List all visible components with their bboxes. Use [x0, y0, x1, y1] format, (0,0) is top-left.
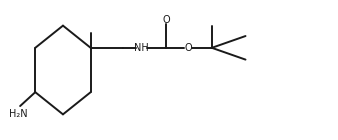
Text: O: O	[163, 15, 170, 25]
Text: H₂N: H₂N	[9, 109, 28, 119]
Text: O: O	[185, 43, 192, 53]
Text: NH: NH	[134, 43, 148, 53]
